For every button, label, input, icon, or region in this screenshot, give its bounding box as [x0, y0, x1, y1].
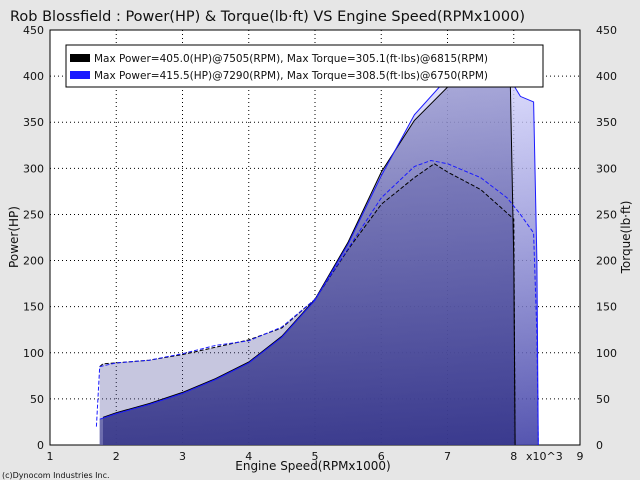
y2-axis-label: Torque(lb·ft)	[619, 201, 633, 275]
x-multiplier-label: x10^3	[526, 450, 563, 463]
power-area-fill-series-1	[103, 71, 516, 445]
torque-line-series-2	[95, 159, 539, 445]
power-line-series-2	[99, 61, 539, 445]
legend-swatch-series-1	[70, 54, 90, 62]
y-tick-label: 250	[23, 208, 44, 221]
area-fills	[99, 62, 539, 445]
y2-tick-labels: 0 50 100 150 200 250 300 350 400 450	[596, 24, 617, 452]
y2-tick-label: 350	[596, 116, 617, 129]
y-tick-label: 200	[23, 255, 44, 268]
y-tick-label: 100	[23, 347, 44, 360]
x-tick-label: 7	[444, 450, 451, 463]
legend-swatch-series-2	[70, 71, 90, 79]
y-tick-label: 350	[23, 116, 44, 129]
y-tick-label: 50	[30, 393, 44, 406]
legend-box	[65, 44, 544, 88]
legend: Max Power=405.0(HP)@7505(RPM), Max Torqu…	[65, 44, 544, 88]
y2-tick-label: 0	[596, 439, 603, 452]
x-tick-labels: 1 2 3 4 5 6 7 8 9	[47, 450, 584, 463]
y2-tick-label: 200	[596, 255, 617, 268]
y2-tick-label: 250	[596, 208, 617, 221]
x-tick-label: 4	[245, 450, 252, 463]
legend-entry-series-2: Max Power=415.5(HP)@7290(RPM), Max Torqu…	[94, 70, 488, 82]
y2-tick-label: 50	[596, 393, 610, 406]
y-tick-labels: 0 50 100 150 200 250 300 350 400 450	[23, 24, 44, 452]
y2-tick-label: 100	[596, 347, 617, 360]
legend-entry-series-1: Max Power=405.0(HP)@7505(RPM), Max Torqu…	[94, 53, 488, 65]
x-tick-label: 1	[47, 450, 54, 463]
chart-title: Rob Blossfield : Power(HP) & Torque(lb·f…	[10, 9, 525, 25]
x-tick-label: 8	[510, 450, 517, 463]
x-tick-label: 6	[378, 450, 385, 463]
x-axis-label: Engine Speed(RPMx1000)	[235, 459, 391, 473]
y2-tick-label: 400	[596, 70, 617, 83]
x-tick-label: 2	[113, 450, 120, 463]
y2-tick-label: 450	[596, 24, 617, 37]
y-tick-label: 300	[23, 162, 44, 175]
y2-tick-label: 300	[596, 162, 617, 175]
x-tick-label: 9	[577, 450, 584, 463]
footer-credit: (c)Dynocom Industries Inc.	[2, 471, 110, 480]
y-tick-label: 400	[23, 70, 44, 83]
y-tick-label: 150	[23, 301, 44, 314]
y-tick-label: 450	[23, 24, 44, 37]
y-tick-label: 0	[37, 439, 44, 452]
y-axis-label: Power(HP)	[7, 206, 21, 268]
x-tick-label: 5	[312, 450, 319, 463]
y2-tick-label: 150	[596, 301, 617, 314]
x-tick-label: 3	[179, 450, 186, 463]
